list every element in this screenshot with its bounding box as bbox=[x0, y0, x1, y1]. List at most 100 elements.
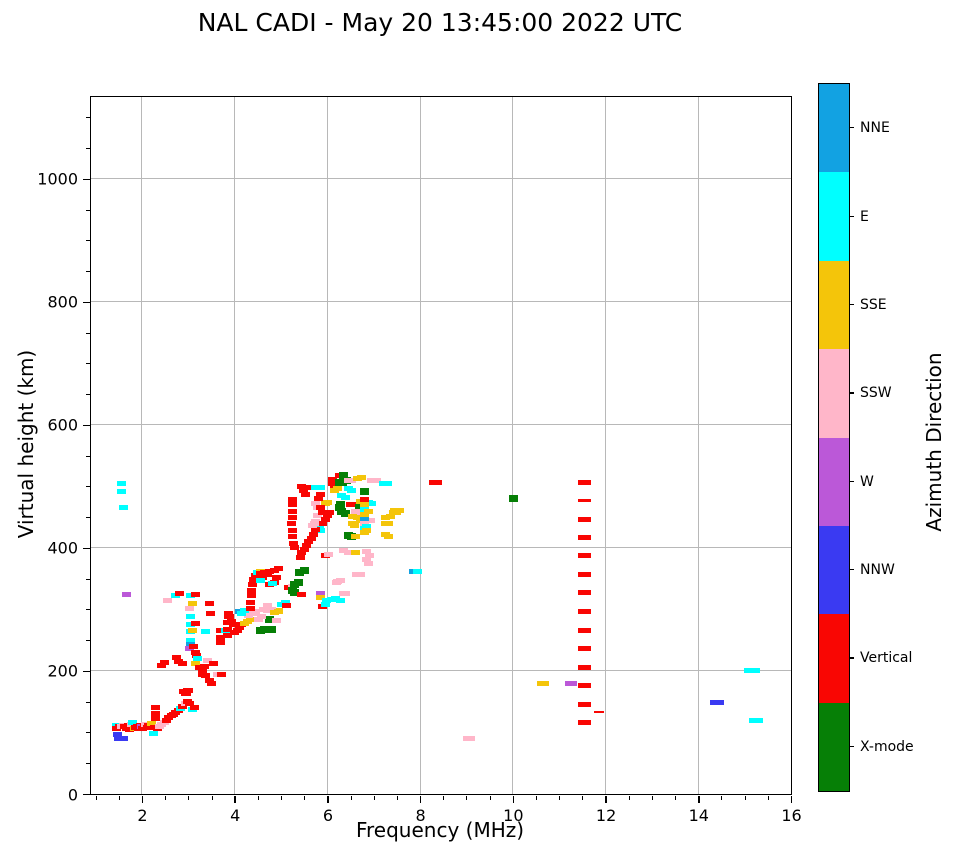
data-point bbox=[112, 732, 122, 738]
data-point bbox=[408, 568, 418, 574]
data-point bbox=[315, 505, 325, 511]
data-point bbox=[122, 591, 132, 597]
data-point bbox=[343, 549, 353, 555]
data-point bbox=[289, 540, 299, 546]
data-point bbox=[251, 609, 261, 615]
y-tick-label: 600 bbox=[47, 415, 78, 435]
data-point bbox=[224, 610, 234, 616]
grid-line-x bbox=[605, 97, 607, 794]
grid-line-x bbox=[697, 97, 699, 794]
colorbar-segment-ssw bbox=[819, 349, 849, 438]
data-point bbox=[246, 593, 256, 599]
data-point bbox=[212, 672, 222, 678]
data-point bbox=[385, 514, 395, 520]
data-point bbox=[274, 608, 284, 614]
data-point bbox=[578, 590, 592, 596]
data-point bbox=[201, 673, 211, 679]
data-point bbox=[371, 478, 381, 484]
colorbar-title: Azimuth Direction bbox=[922, 352, 946, 532]
data-point bbox=[248, 577, 258, 583]
colorbar-tick bbox=[849, 657, 854, 659]
data-point bbox=[216, 628, 226, 634]
grid-line-y bbox=[91, 301, 791, 303]
data-point bbox=[186, 614, 196, 620]
data-point bbox=[339, 547, 349, 553]
data-point bbox=[322, 512, 332, 518]
data-point bbox=[334, 473, 344, 479]
data-point bbox=[223, 620, 233, 626]
data-point bbox=[314, 523, 324, 529]
x-minor-tick bbox=[95, 796, 97, 800]
x-minor-tick bbox=[536, 796, 538, 800]
data-point bbox=[383, 480, 393, 486]
grid-line-y bbox=[91, 424, 791, 426]
colorbar-label-vertical: Vertical bbox=[860, 650, 913, 667]
data-point bbox=[118, 735, 128, 741]
data-point bbox=[360, 502, 369, 508]
x-minor-tick bbox=[350, 796, 352, 800]
x-axis-title: Frequency (MHz) bbox=[355, 818, 525, 842]
x-minor-tick bbox=[118, 796, 120, 800]
data-point bbox=[146, 720, 156, 726]
data-point bbox=[186, 621, 196, 627]
y-minor-tick bbox=[86, 732, 90, 734]
data-point bbox=[593, 711, 604, 714]
x-tick-label: 8 bbox=[415, 806, 426, 825]
x-minor-tick bbox=[582, 796, 584, 800]
data-point bbox=[578, 553, 592, 559]
data-point bbox=[271, 618, 281, 624]
data-point bbox=[151, 705, 161, 711]
data-point bbox=[321, 597, 331, 603]
data-point bbox=[187, 601, 197, 607]
data-point bbox=[268, 581, 278, 587]
grid-line-x bbox=[326, 97, 328, 794]
x-minor-tick bbox=[628, 796, 630, 800]
data-point bbox=[318, 520, 328, 526]
data-point bbox=[347, 477, 357, 483]
data-point bbox=[312, 513, 322, 519]
data-point bbox=[309, 531, 319, 537]
x-minor-tick bbox=[443, 796, 445, 800]
data-point bbox=[333, 486, 343, 492]
data-point bbox=[186, 637, 196, 643]
data-point bbox=[197, 667, 207, 673]
data-point bbox=[296, 554, 306, 560]
data-point bbox=[578, 701, 592, 707]
data-point bbox=[290, 545, 300, 551]
y-tick-label: 200 bbox=[47, 661, 78, 681]
data-point bbox=[578, 516, 592, 522]
data-point bbox=[394, 507, 404, 513]
data-point bbox=[749, 717, 764, 723]
colorbar-segment-vertical bbox=[819, 614, 849, 703]
data-point bbox=[264, 568, 274, 574]
x-minor-tick bbox=[188, 796, 190, 800]
data-point bbox=[262, 608, 272, 614]
data-point bbox=[362, 523, 372, 529]
y-major-tick bbox=[83, 301, 90, 304]
data-point bbox=[347, 487, 357, 493]
data-point bbox=[151, 715, 161, 721]
y-axis-title: Virtual height (km) bbox=[14, 349, 38, 539]
data-point bbox=[349, 502, 359, 508]
data-point bbox=[380, 514, 390, 520]
x-minor-tick bbox=[767, 796, 769, 800]
x-minor-tick bbox=[744, 796, 746, 800]
data-point bbox=[322, 499, 332, 505]
x-minor-tick bbox=[466, 796, 468, 800]
colorbar bbox=[818, 83, 850, 792]
data-point bbox=[326, 597, 336, 603]
data-point bbox=[267, 625, 277, 633]
data-point bbox=[283, 584, 293, 590]
x-major-tick bbox=[698, 796, 700, 803]
data-point bbox=[116, 480, 126, 486]
x-tick-label: 16 bbox=[781, 806, 802, 825]
data-point bbox=[304, 484, 314, 490]
data-point bbox=[351, 571, 361, 577]
data-point bbox=[315, 590, 325, 596]
y-minor-tick bbox=[86, 117, 90, 119]
data-point bbox=[578, 646, 592, 652]
data-point bbox=[232, 627, 242, 633]
data-point bbox=[298, 488, 308, 494]
data-point bbox=[255, 571, 265, 577]
